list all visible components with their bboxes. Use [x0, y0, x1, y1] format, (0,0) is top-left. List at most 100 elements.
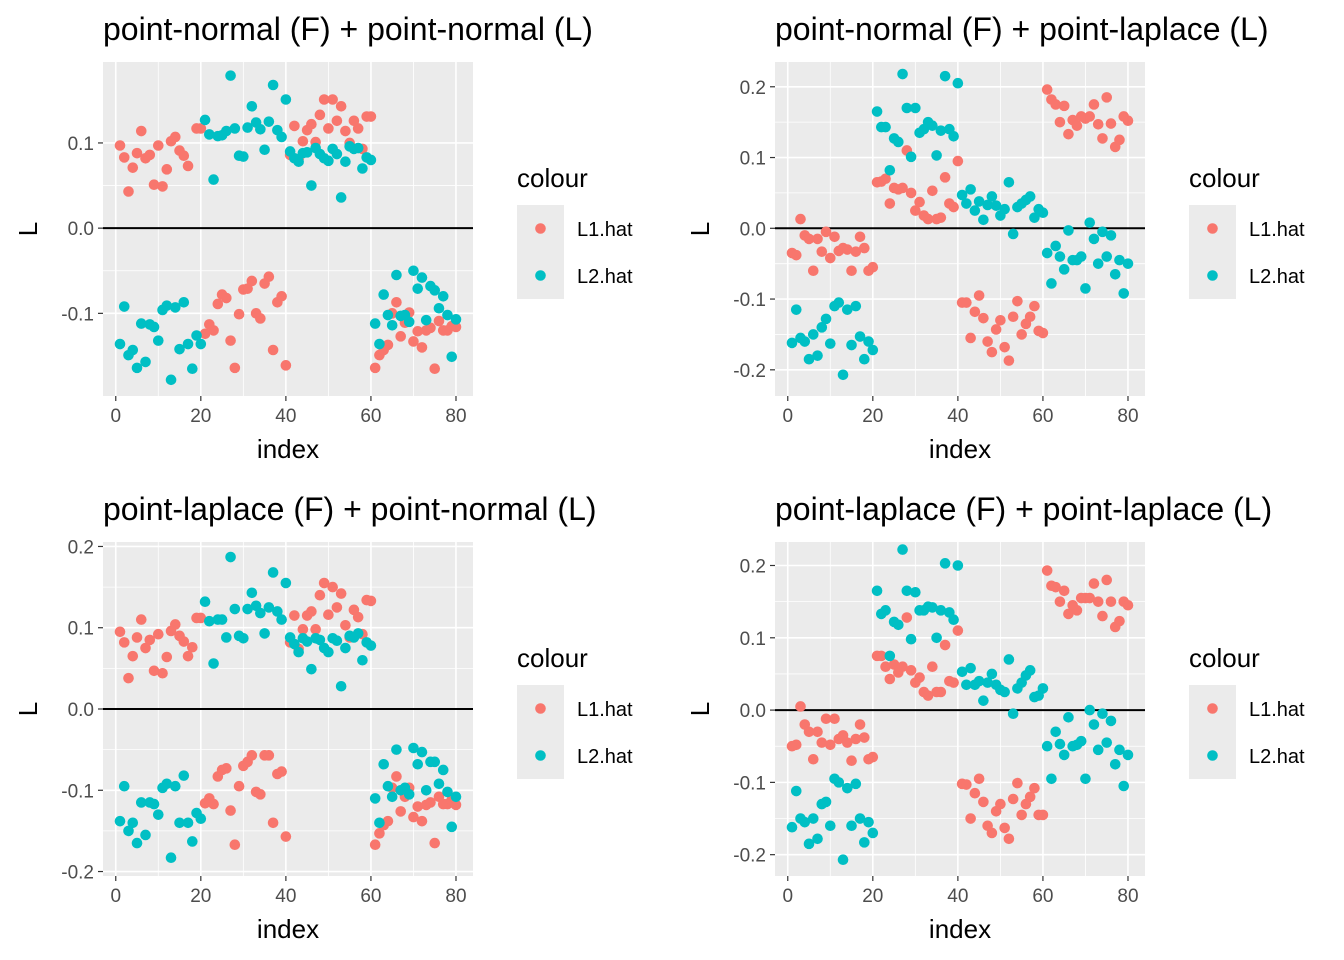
- data-point: [841, 737, 853, 748]
- chart-title: point-normal (F) + point-normal (L): [103, 11, 593, 47]
- data-point: [442, 309, 453, 321]
- data-point: [148, 321, 160, 333]
- data-point: [1097, 133, 1108, 144]
- data-point: [1054, 116, 1066, 128]
- data-point: [901, 585, 913, 597]
- y-tick-label: -0.2: [61, 863, 94, 884]
- data-point: [1109, 268, 1121, 280]
- data-point: [289, 120, 300, 132]
- data-point: [986, 668, 998, 680]
- data-point: [195, 612, 207, 624]
- legend-key-point: [535, 223, 546, 234]
- data-point: [871, 585, 883, 597]
- x-tick-label: 20: [862, 406, 883, 427]
- data-point: [1105, 118, 1117, 129]
- data-point: [901, 102, 913, 114]
- data-point: [259, 628, 270, 639]
- x-tick-label: 40: [947, 406, 968, 427]
- data-point: [425, 797, 436, 808]
- data-point: [140, 829, 151, 841]
- data-point: [859, 732, 870, 743]
- data-point: [446, 351, 458, 363]
- data-point: [293, 646, 304, 658]
- data-point: [888, 659, 900, 670]
- data-point: [1088, 233, 1100, 245]
- data-point: [369, 793, 381, 804]
- legend-title: colour: [517, 163, 588, 193]
- data-point: [1041, 565, 1053, 576]
- data-point: [208, 658, 219, 669]
- data-point: [961, 297, 972, 308]
- data-point: [148, 179, 160, 190]
- data-point: [961, 679, 972, 691]
- legend-label: L2.hat: [577, 746, 633, 768]
- data-point: [1080, 283, 1091, 294]
- data-point: [1063, 608, 1074, 620]
- data-point: [1041, 740, 1053, 752]
- data-point: [1007, 793, 1019, 805]
- data-point: [1003, 355, 1015, 366]
- data-point: [969, 306, 981, 318]
- data-point: [1097, 708, 1108, 719]
- data-point: [999, 822, 1010, 834]
- data-point: [140, 356, 151, 368]
- data-point: [935, 212, 947, 223]
- data-point: [1105, 230, 1117, 241]
- data-point: [340, 619, 351, 631]
- data-point: [1016, 329, 1027, 340]
- data-point: [1003, 176, 1015, 188]
- data-point: [824, 820, 836, 832]
- data-point: [144, 149, 156, 161]
- data-point: [403, 316, 415, 328]
- data-point: [204, 615, 215, 627]
- data-point: [276, 766, 287, 777]
- data-point: [863, 336, 874, 347]
- data-point: [922, 213, 934, 225]
- data-point: [1029, 300, 1040, 312]
- data-point: [1092, 258, 1104, 269]
- data-point: [816, 322, 828, 333]
- data-point: [118, 301, 130, 312]
- data-point: [914, 196, 925, 208]
- x-axis-title: index: [257, 434, 319, 464]
- x-tick-label: 0: [782, 406, 793, 427]
- data-point: [965, 184, 976, 195]
- data-point: [212, 298, 224, 310]
- data-point: [897, 182, 908, 194]
- data-point: [816, 737, 828, 748]
- data-point: [905, 151, 917, 163]
- legend-label: L1.hat: [577, 699, 633, 721]
- data-point: [161, 164, 173, 175]
- data-point: [841, 244, 853, 255]
- data-point: [148, 665, 160, 677]
- y-axis-title: L: [685, 702, 715, 716]
- data-point: [880, 605, 891, 616]
- data-point: [187, 836, 198, 847]
- data-point: [178, 770, 190, 781]
- data-point: [939, 639, 951, 651]
- data-point: [297, 135, 309, 147]
- legend-key-point: [1207, 703, 1218, 714]
- data-point: [255, 607, 266, 619]
- data-point: [910, 205, 921, 216]
- data-point: [1058, 749, 1070, 761]
- data-point: [1114, 134, 1125, 146]
- legend-key-point: [1207, 750, 1218, 761]
- data-point: [289, 610, 300, 621]
- x-tick-label: 60: [360, 406, 381, 427]
- data-point: [978, 214, 989, 226]
- data-point: [306, 118, 317, 130]
- data-point: [429, 363, 441, 375]
- data-point: [867, 344, 879, 356]
- data-point: [956, 666, 968, 678]
- data-point: [127, 650, 139, 662]
- data-point: [408, 742, 419, 754]
- data-point: [191, 330, 202, 341]
- data-point: [331, 602, 343, 613]
- x-tick-label: 0: [782, 886, 793, 907]
- data-point: [850, 300, 862, 312]
- data-point: [391, 744, 402, 755]
- data-point: [225, 805, 236, 816]
- y-tick-label: -0.1: [61, 781, 94, 802]
- data-point: [905, 187, 917, 199]
